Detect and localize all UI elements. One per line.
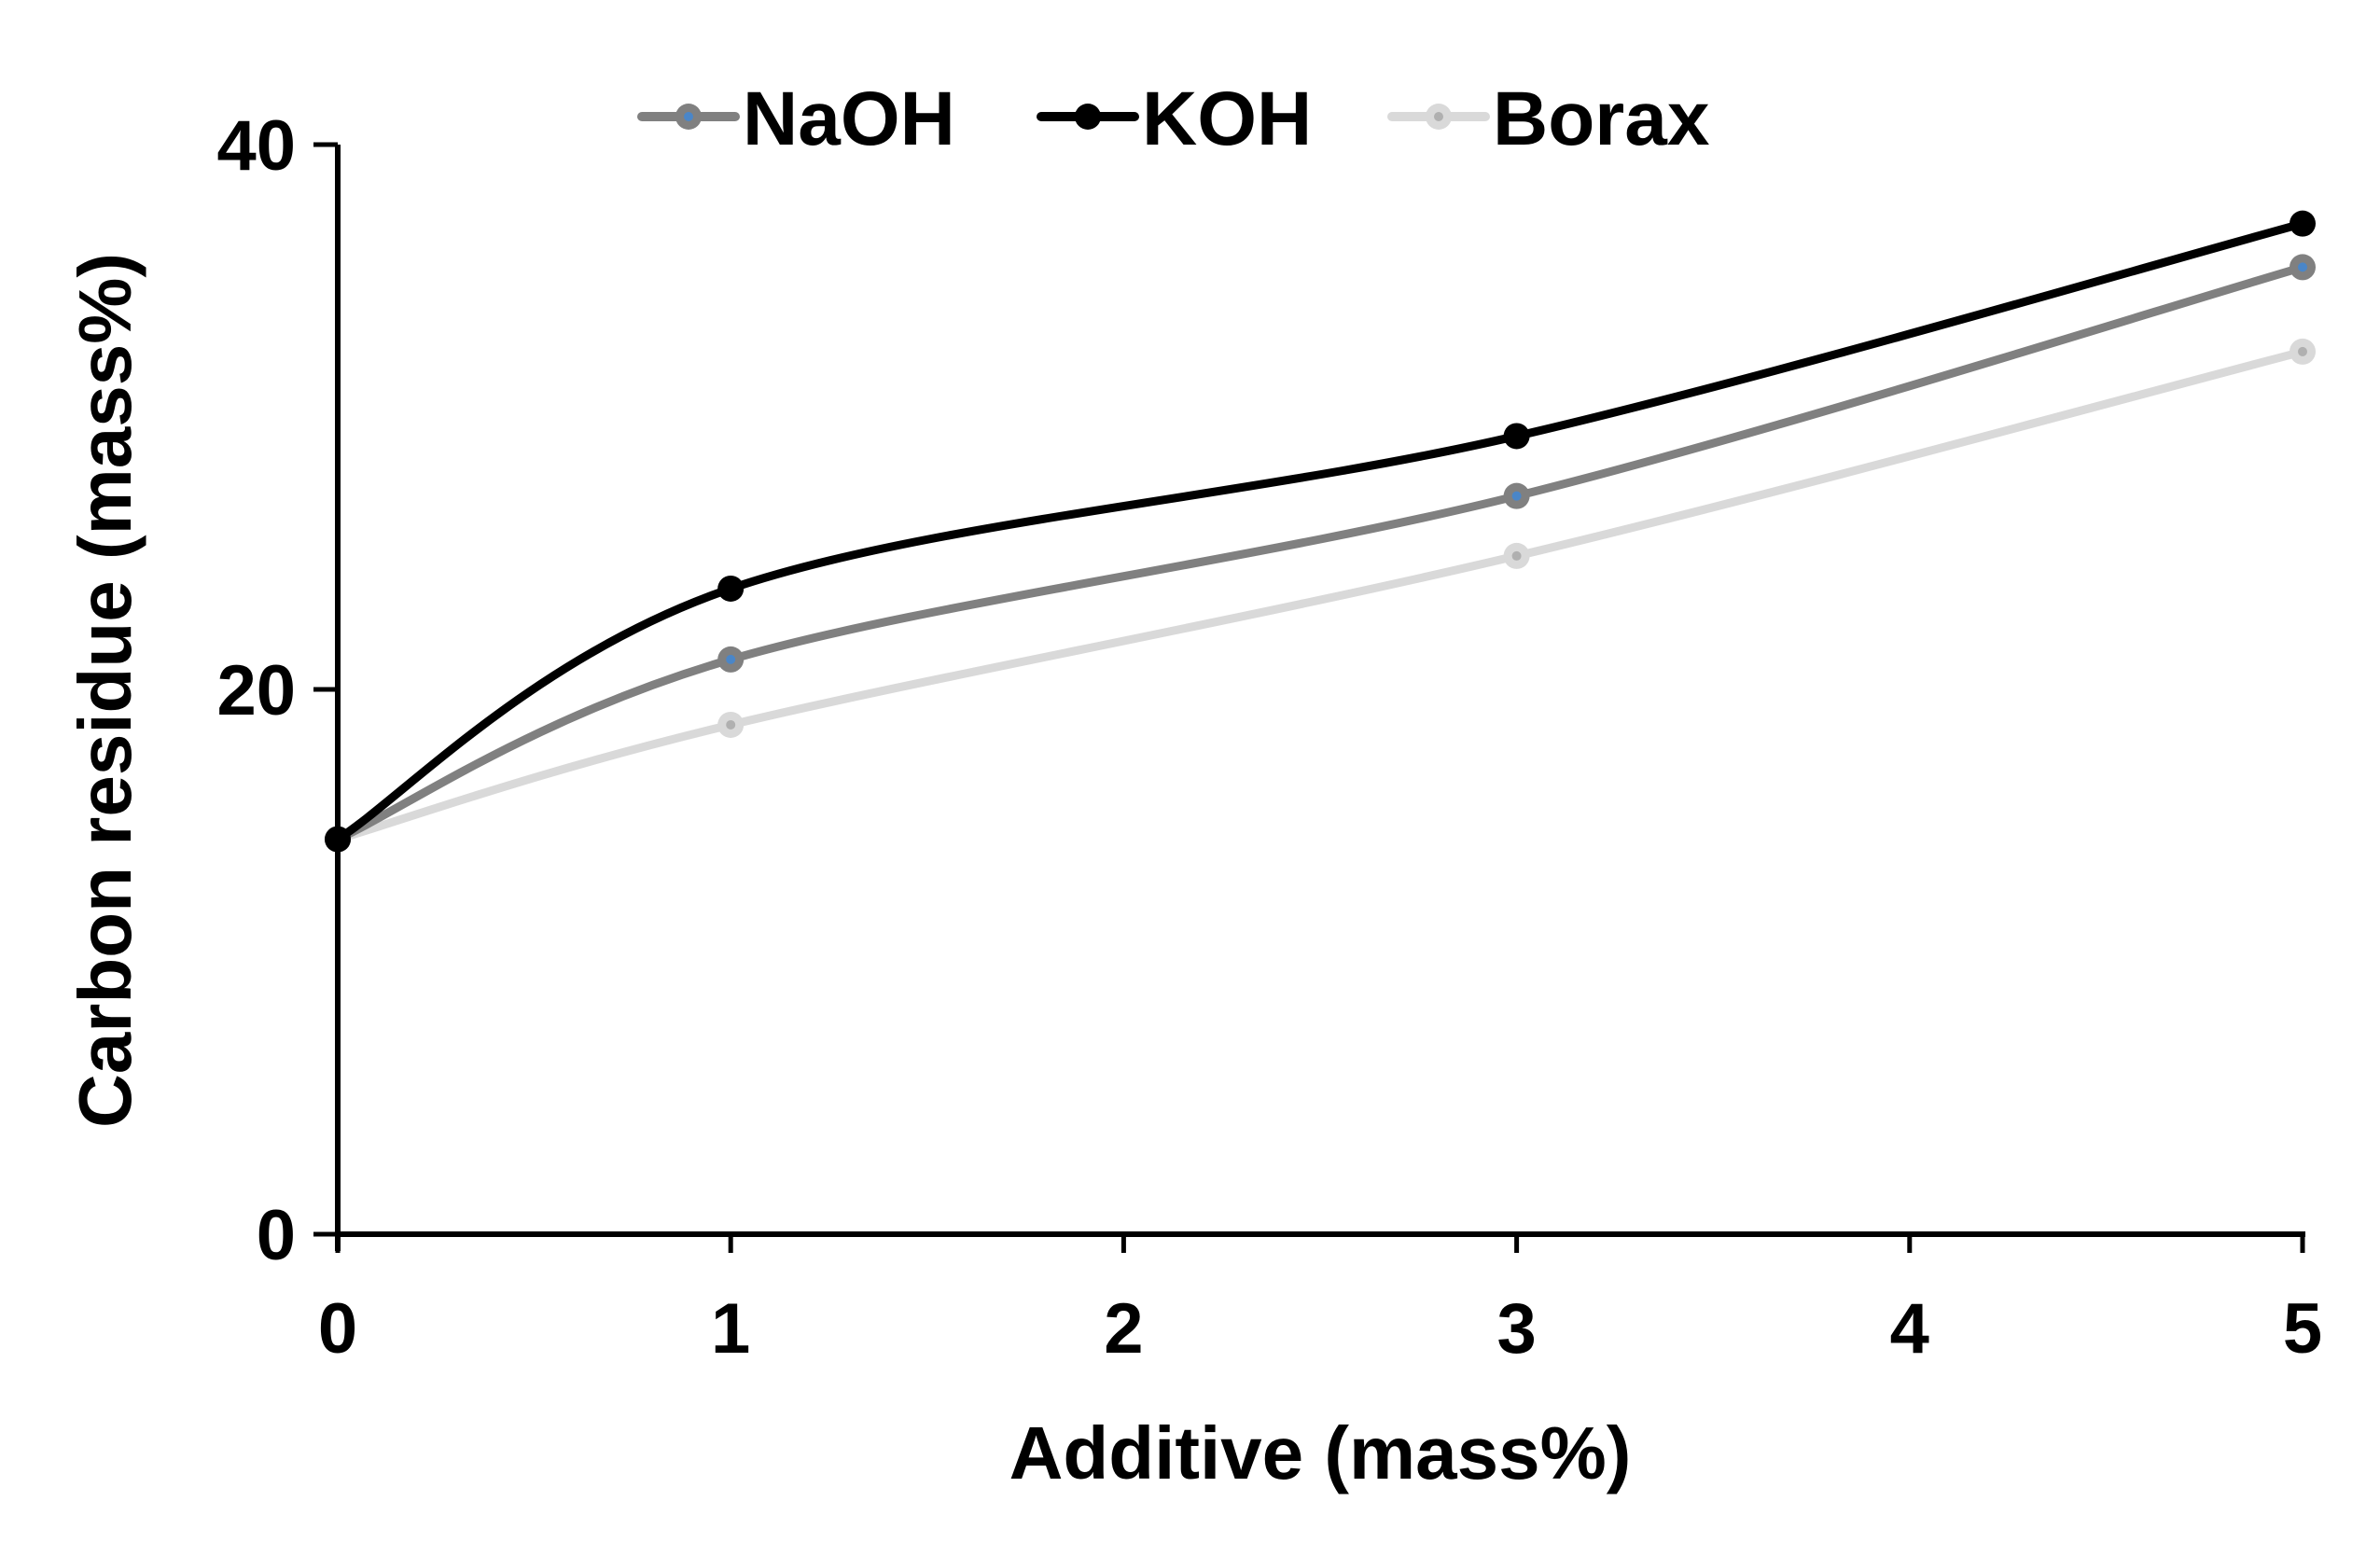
- legend-label-borax: Borax: [1493, 76, 1709, 161]
- x-tick-label: 2: [1104, 1289, 1143, 1369]
- legend-item-naoh: NaOH: [637, 76, 955, 161]
- data-point-center-borax: [726, 719, 736, 730]
- x-tick-label: 3: [1496, 1289, 1536, 1369]
- plot-area: [325, 210, 2316, 853]
- legend-marker-koh: [1075, 104, 1101, 130]
- legend-label-koh: KOH: [1142, 76, 1312, 161]
- data-point-center-naoh: [2298, 262, 2307, 272]
- legend-item-borax: Borax: [1387, 76, 1709, 161]
- legend-marker-center-borax: [1434, 112, 1443, 121]
- x-axis-title: Additive (mass%): [1009, 1411, 1632, 1494]
- x-ticks: 0 1 2 3 4 5: [318, 1234, 2322, 1369]
- series-line-borax: [333, 347, 2307, 844]
- data-point-koh: [717, 575, 745, 602]
- data-point-koh: [2290, 210, 2316, 237]
- x-tick-label: 5: [2283, 1289, 2322, 1369]
- y-tick-label: 20: [216, 651, 296, 730]
- data-point-center-naoh: [1511, 491, 1522, 501]
- data-point-center-borax: [2298, 346, 2307, 356]
- series-koh: [325, 210, 2316, 853]
- legend-marker-center-naoh: [684, 112, 693, 121]
- legend-label-naoh: NaOH: [743, 76, 955, 161]
- series-line-naoh: [333, 262, 2307, 844]
- data-point-center-naoh: [726, 654, 736, 664]
- y-axis-title: Carbon residue (mass%): [63, 253, 146, 1128]
- data-point-center-borax: [1511, 550, 1522, 561]
- legend: NaOH KOH Borax: [637, 76, 1709, 161]
- y-ticks: 0 20 40: [216, 106, 338, 1275]
- y-tick-label: 40: [216, 106, 296, 186]
- series-borax: [325, 338, 2316, 853]
- data-point-koh: [1503, 423, 1530, 450]
- x-tick-label: 4: [1890, 1289, 1929, 1369]
- x-tick-label: 0: [318, 1289, 357, 1369]
- series-line-koh: [333, 219, 2307, 844]
- x-tick-label: 1: [711, 1289, 750, 1369]
- series-naoh: [325, 254, 2316, 853]
- y-tick-label: 0: [257, 1196, 296, 1275]
- legend-item-koh: KOH: [1037, 76, 1312, 161]
- axes: [335, 145, 2305, 1251]
